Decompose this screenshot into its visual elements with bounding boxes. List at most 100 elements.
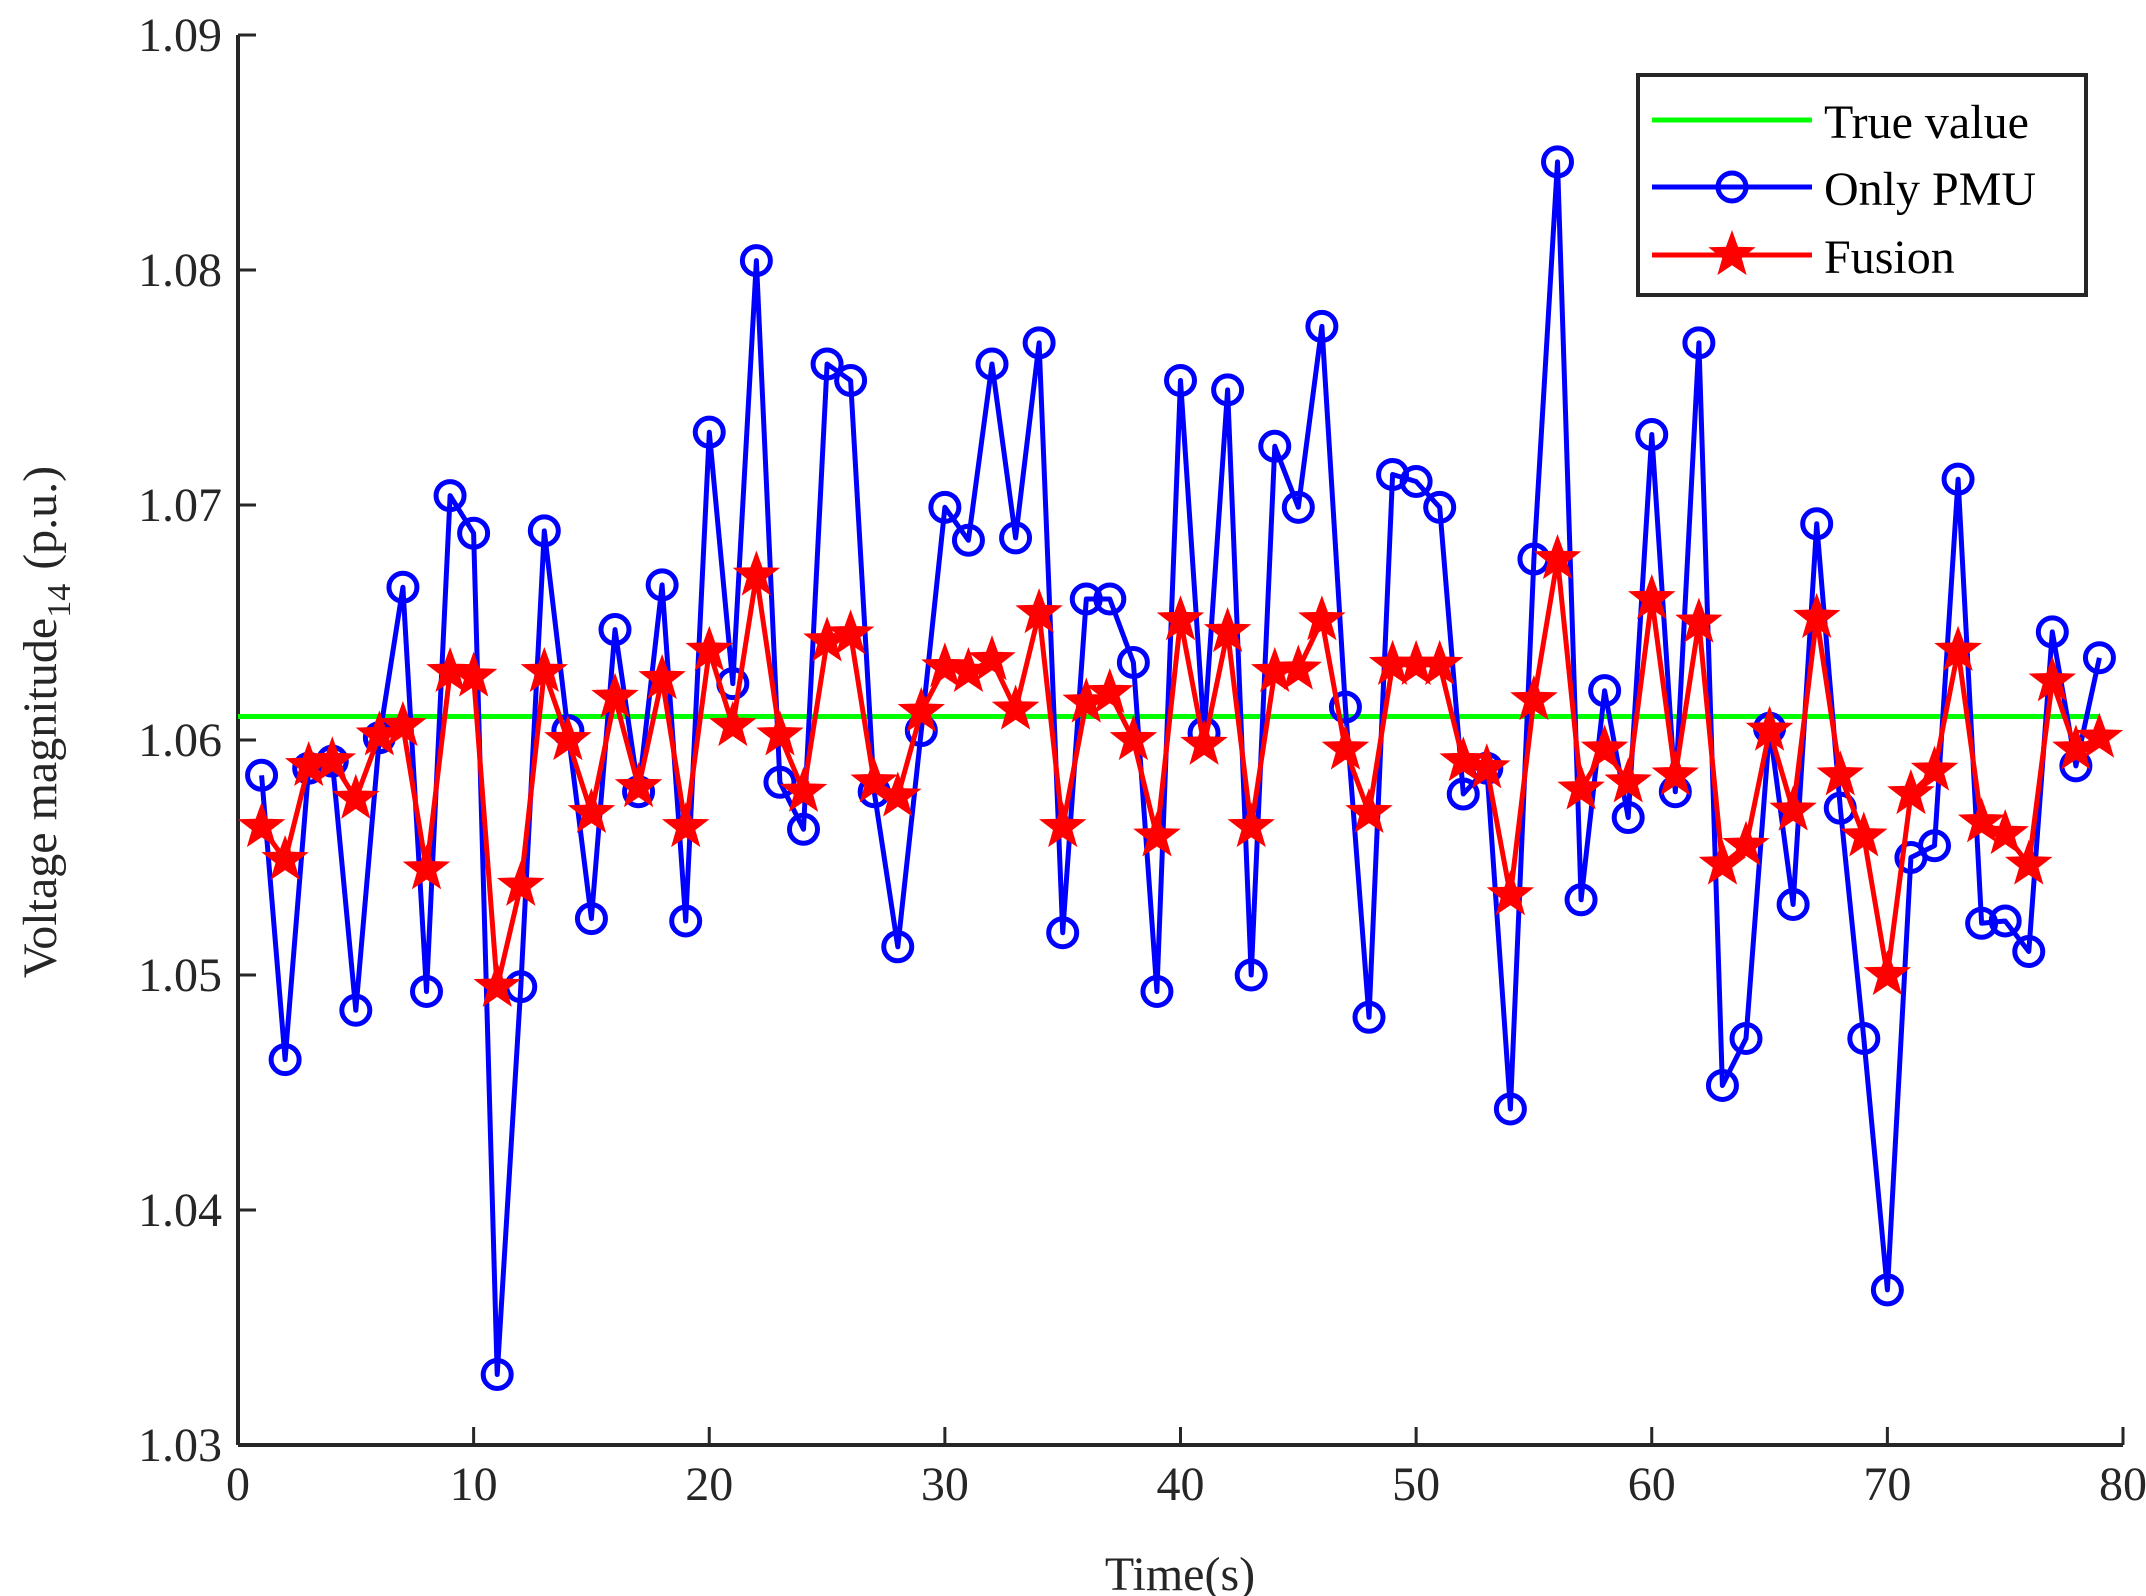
data-point-only-pmu (645, 568, 679, 602)
x-tick-label: 30 (921, 1458, 969, 1511)
data-point-fusion (732, 550, 781, 596)
data-point-only-pmu (1705, 1068, 1739, 1102)
data-point-only-pmu (1423, 490, 1457, 524)
data-point-fusion (1651, 750, 1700, 796)
data-point-fusion (1086, 668, 1134, 714)
data-point-only-pmu (669, 904, 703, 938)
data-point-fusion (520, 646, 569, 692)
data-point-only-pmu (598, 613, 632, 647)
data-point-fusion (756, 710, 804, 756)
y-tick-label: 1.09 (138, 9, 222, 62)
data-point-only-pmu (268, 1043, 302, 1077)
data-point-fusion (1769, 785, 1817, 831)
data-point-fusion (1416, 639, 1464, 686)
data-point-fusion (449, 651, 498, 697)
data-point-only-pmu (1258, 429, 1292, 463)
y-tick-label: 1.05 (138, 949, 222, 1002)
data-point-fusion (614, 762, 663, 808)
x-tick-label: 10 (450, 1458, 498, 1511)
data-point-fusion (1533, 534, 1582, 580)
data-point-only-pmu (1682, 326, 1716, 360)
data-point-fusion (473, 961, 521, 1007)
data-point-only-pmu (1729, 1021, 1763, 1055)
data-point-only-pmu (1093, 582, 1127, 616)
data-point-fusion (1274, 644, 1322, 690)
data-point-only-pmu (928, 490, 962, 524)
data-point-only-pmu (1352, 1000, 1386, 1034)
data-point-fusion (237, 802, 286, 848)
data-point-only-pmu (1493, 1092, 1527, 1126)
legend: True value Only PMU Fusion (1636, 73, 2088, 297)
data-point-fusion (1675, 597, 1723, 643)
data-point-fusion (1038, 802, 1087, 848)
data-point-fusion (1439, 736, 1488, 782)
data-point-only-pmu (1234, 958, 1268, 992)
data-point-fusion (1133, 811, 1181, 857)
data-point-only-pmu (1965, 906, 1999, 940)
data-point-fusion (661, 802, 710, 848)
data-point-fusion (426, 646, 474, 692)
data-point-only-pmu (1069, 582, 1103, 616)
x-tick-label: 40 (1157, 1458, 1205, 1511)
data-point-only-pmu (1046, 916, 1080, 950)
data-point-only-pmu (881, 930, 915, 964)
y-tick-label: 1.07 (138, 479, 222, 532)
legend-label-true-value: True value (1824, 96, 2029, 149)
y-tick-label: 1.04 (138, 1184, 222, 1237)
data-point-only-pmu (1399, 465, 1433, 498)
data-point-only-pmu (692, 415, 726, 449)
data-point-fusion (2004, 839, 2053, 885)
data-series (237, 145, 2124, 1391)
data-point-fusion (1580, 724, 1629, 770)
x-tick-label: 60 (1628, 1458, 1676, 1511)
y-axis-title-subscript: 14 (41, 584, 78, 618)
data-point-fusion (567, 787, 616, 833)
data-point-fusion (779, 766, 828, 812)
data-point-only-pmu (1022, 326, 1056, 360)
data-point-fusion (1298, 595, 1346, 641)
data-point-fusion (308, 736, 357, 782)
data-point-only-pmu (1116, 645, 1150, 679)
data-point-fusion (1793, 592, 1841, 639)
data-point-fusion (1156, 595, 1205, 641)
legend-label-fusion: Fusion (1824, 231, 1955, 284)
data-point-only-pmu (2012, 935, 2046, 968)
data-point-fusion (897, 686, 945, 733)
data-point-fusion (826, 609, 875, 655)
data-point-only-pmu (1800, 507, 1834, 541)
data-point-only-pmu (834, 363, 868, 397)
data-point-only-pmu (1847, 1021, 1881, 1055)
data-point-only-pmu (2035, 615, 2069, 649)
data-point-only-pmu (1446, 777, 1480, 811)
data-point-fusion (1863, 950, 1912, 996)
data-point-fusion (1627, 574, 1676, 620)
data-point-fusion (1109, 715, 1158, 761)
y-axis-title-main: Voltage magnitude (14, 618, 67, 978)
x-axis-title: Time(s) (1105, 1548, 1255, 1596)
data-point-only-pmu (1164, 363, 1197, 397)
data-point-fusion (1015, 588, 1063, 634)
data-point-fusion (1745, 705, 1794, 751)
data-point-only-pmu (1635, 418, 1669, 451)
data-point-only-pmu (1564, 883, 1598, 917)
data-point-fusion (1321, 724, 1370, 770)
data-point-fusion (685, 625, 734, 671)
data-point-fusion (379, 700, 427, 747)
data-point-fusion (638, 653, 686, 700)
data-point-fusion (709, 700, 757, 747)
data-point-only-pmu (1211, 373, 1245, 407)
x-tick-label: 70 (1863, 1458, 1911, 1511)
data-point-fusion (850, 757, 898, 803)
data-point-fusion (1345, 787, 1393, 833)
data-point-fusion (1910, 745, 1959, 791)
data-point-only-pmu (739, 244, 773, 278)
legend-marker-fusion (1708, 230, 1756, 276)
y-axis-title: Voltage magnitude14 (p.u.) (14, 466, 78, 978)
data-point-only-pmu (386, 570, 420, 604)
data-point-fusion (1887, 769, 1935, 815)
data-point-fusion (873, 771, 922, 817)
data-point-only-pmu (975, 347, 1009, 381)
data-point-fusion (1557, 764, 1605, 810)
data-point-only-pmu (1541, 145, 1574, 179)
data-point-fusion (332, 773, 380, 819)
